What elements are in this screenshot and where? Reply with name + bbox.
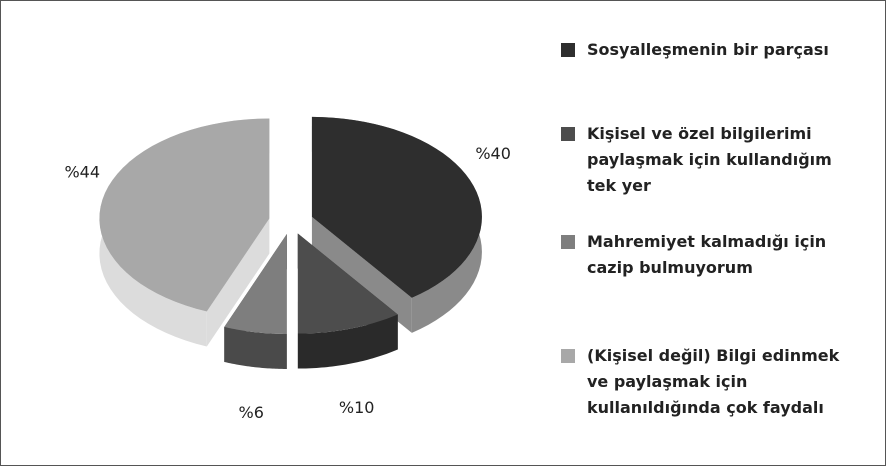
data-label: %44: [64, 162, 100, 181]
slice-side: [297, 314, 398, 369]
slice: [297, 233, 398, 369]
slice: [311, 116, 482, 333]
slice: [99, 118, 270, 347]
legend-swatch: [561, 349, 575, 363]
legend-label: Kişisel ve özel bilgilerimi paylaşmak iç…: [587, 124, 832, 195]
slice-wall: [311, 116, 412, 333]
slice-top: [311, 116, 482, 298]
data-label: %10: [339, 398, 375, 417]
slice-wall: [206, 118, 270, 347]
slice-top: [224, 233, 287, 334]
data-label: %6: [238, 403, 263, 422]
slice-side: [224, 326, 287, 369]
data-label: %40: [475, 144, 511, 163]
slice-top: [297, 233, 398, 334]
legend-label: Mahremiyet kalmadığı için cazip bulmuyor…: [587, 232, 827, 277]
legend-item: Sosyalleşmenin bir parçası: [561, 37, 861, 63]
slice: [224, 233, 287, 369]
legend-item: (Kişisel değil) Bilgi edinmek ve paylaşm…: [561, 343, 861, 421]
legend-swatch: [561, 235, 575, 249]
legend-item: Mahremiyet kalmadığı için cazip bulmuyor…: [561, 229, 861, 281]
legend-label: Sosyalleşmenin bir parçası: [587, 40, 829, 59]
legend-label: (Kişisel değil) Bilgi edinmek ve paylaşm…: [587, 346, 840, 417]
legend-swatch: [561, 127, 575, 141]
legend-swatch: [561, 43, 575, 57]
slice-top: [99, 118, 270, 312]
legend-item: Kişisel ve özel bilgilerimi paylaşmak iç…: [561, 121, 861, 199]
